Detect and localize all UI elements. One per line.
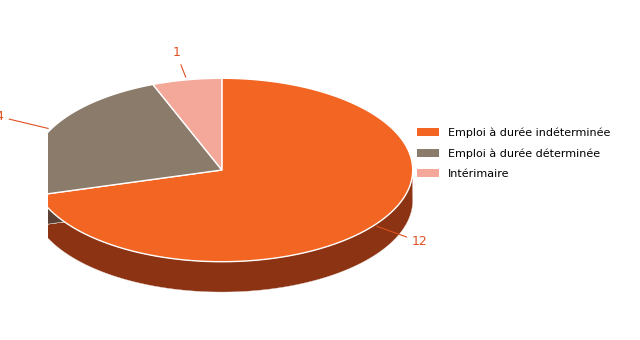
Text: 4: 4 [0, 110, 48, 129]
Polygon shape [153, 78, 222, 170]
Polygon shape [38, 170, 222, 225]
Polygon shape [31, 84, 222, 195]
Polygon shape [38, 108, 413, 292]
Text: 12: 12 [377, 226, 428, 248]
Polygon shape [31, 170, 38, 225]
Polygon shape [38, 170, 222, 225]
Polygon shape [38, 171, 413, 292]
Polygon shape [153, 108, 222, 200]
Polygon shape [31, 115, 222, 225]
Polygon shape [38, 78, 413, 262]
Legend: Emploi à durée indéterminée, Emploi à durée déterminée, Intérimaire: Emploi à durée indéterminée, Emploi à du… [413, 123, 615, 183]
Text: 1: 1 [172, 46, 186, 77]
